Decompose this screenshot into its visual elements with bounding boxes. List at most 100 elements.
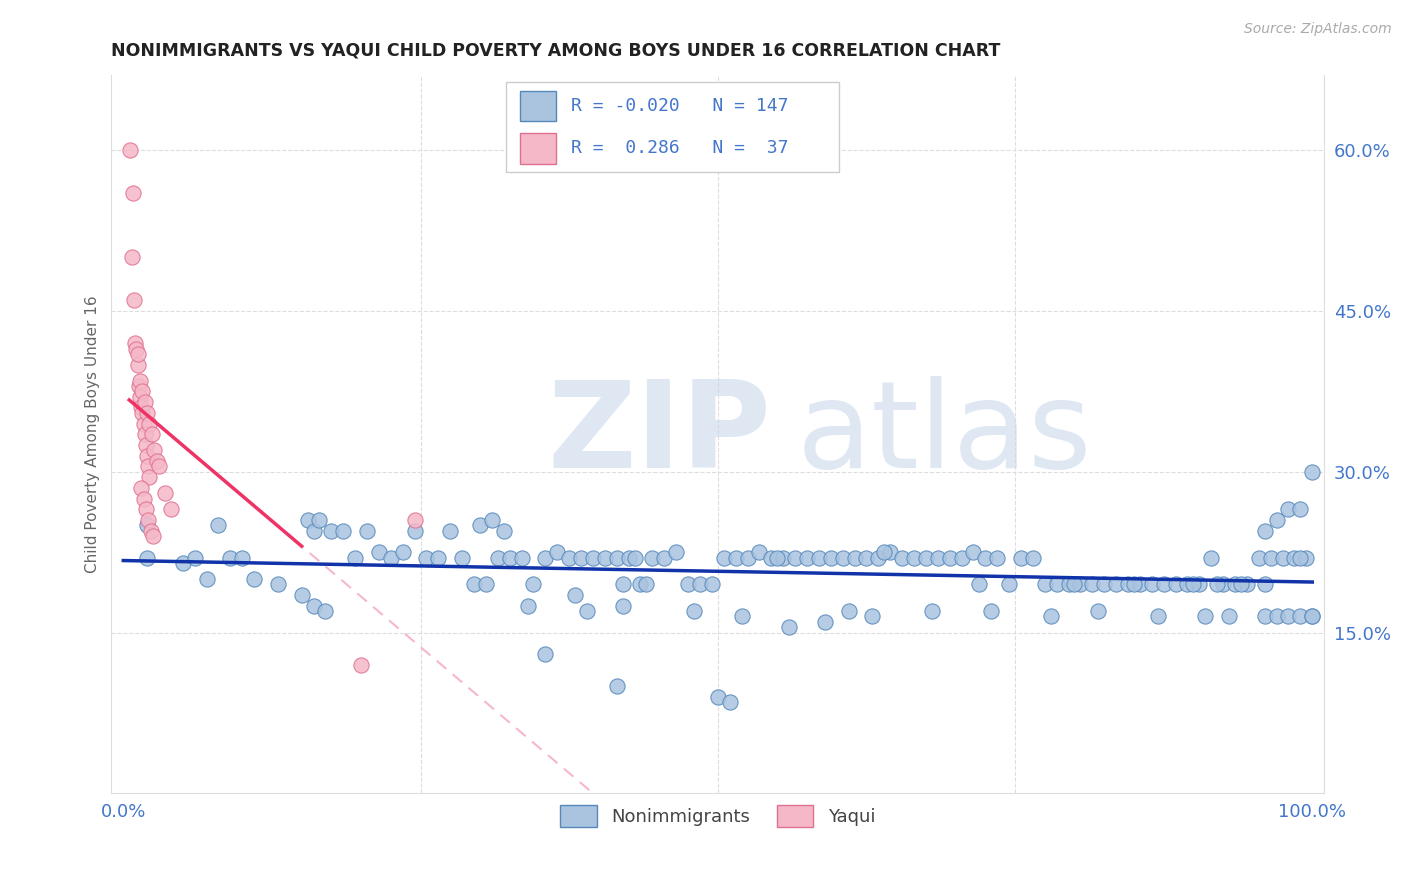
Text: Source: ZipAtlas.com: Source: ZipAtlas.com [1244, 22, 1392, 37]
Point [125, 342, 148, 356]
Point [1146, 609, 1168, 624]
Point [986, 550, 1008, 565]
Point [623, 550, 645, 565]
Point [1236, 577, 1258, 591]
Point [546, 545, 568, 559]
Point [582, 550, 605, 565]
Point [1033, 577, 1056, 591]
Point [332, 524, 354, 538]
Point [121, 251, 143, 265]
Point [404, 524, 426, 538]
Point [927, 550, 949, 565]
Point [1277, 609, 1299, 624]
Point [1289, 550, 1312, 565]
Point [652, 550, 675, 565]
Point [356, 524, 378, 538]
Point [1223, 577, 1246, 591]
Y-axis label: Child Poverty Among Boys Under 16: Child Poverty Among Boys Under 16 [86, 295, 100, 573]
Point [207, 518, 229, 533]
Text: NONIMMIGRANTS VS YAQUI CHILD POVERTY AMONG BOYS UNDER 16 CORRELATION CHART: NONIMMIGRANTS VS YAQUI CHILD POVERTY AMO… [111, 42, 1001, 60]
Point [124, 336, 146, 351]
Point [267, 577, 290, 591]
Point [291, 588, 314, 602]
Point [558, 550, 581, 565]
Point [350, 657, 373, 672]
Point [1277, 502, 1299, 516]
Point [1182, 577, 1205, 591]
Point [772, 550, 794, 565]
Point [1164, 577, 1187, 591]
Text: R = -0.020   N = 147: R = -0.020 N = 147 [571, 97, 789, 115]
Point [873, 545, 896, 559]
Point [761, 550, 783, 565]
Point [807, 550, 830, 565]
Point [1289, 609, 1312, 624]
Point [1105, 577, 1128, 591]
Point [796, 550, 818, 565]
Point [569, 550, 592, 565]
Point [1254, 524, 1277, 538]
Point [689, 577, 711, 591]
Point [468, 518, 491, 533]
Point [136, 550, 159, 565]
Point [1206, 577, 1229, 591]
Point [486, 550, 509, 565]
Point [141, 427, 163, 442]
Point [492, 524, 515, 538]
Point [391, 545, 413, 559]
Point [135, 438, 157, 452]
Point [962, 545, 984, 559]
Point [131, 406, 153, 420]
Point [730, 609, 752, 624]
Text: atlas: atlas [797, 376, 1092, 492]
Point [510, 550, 533, 565]
Point [921, 604, 943, 618]
Point [838, 604, 860, 618]
Point [138, 470, 160, 484]
Point [344, 550, 367, 565]
Point [321, 524, 343, 538]
Point [139, 524, 162, 538]
Point [868, 550, 890, 565]
Point [1069, 577, 1091, 591]
Point [844, 550, 866, 565]
Point [914, 550, 936, 565]
Point [783, 550, 806, 565]
Point [950, 550, 973, 565]
Point [636, 577, 658, 591]
Point [831, 550, 853, 565]
Point [129, 374, 152, 388]
Point [891, 550, 914, 565]
Point [855, 550, 877, 565]
Point [121, 186, 143, 200]
Point [1022, 550, 1045, 565]
Point [145, 454, 167, 468]
Point [136, 449, 159, 463]
Point [1140, 577, 1163, 591]
Point [135, 502, 157, 516]
Point [120, 143, 142, 157]
Point [1284, 550, 1306, 565]
Point [368, 545, 391, 559]
Point [380, 550, 402, 565]
Point [427, 550, 450, 565]
Point [1301, 609, 1323, 624]
Point [143, 443, 166, 458]
Point [1247, 550, 1270, 565]
Point [475, 577, 498, 591]
Point [129, 401, 152, 415]
Point [136, 459, 159, 474]
Point [1301, 609, 1323, 624]
Point [700, 577, 723, 591]
Point [612, 599, 634, 613]
Point [606, 679, 628, 693]
Point [683, 604, 706, 618]
Point [1177, 577, 1199, 591]
Point [183, 550, 205, 565]
Point [860, 609, 883, 624]
Point [451, 550, 474, 565]
Point [195, 572, 218, 586]
Point [243, 572, 266, 586]
Point [172, 556, 194, 570]
Point [617, 550, 640, 565]
